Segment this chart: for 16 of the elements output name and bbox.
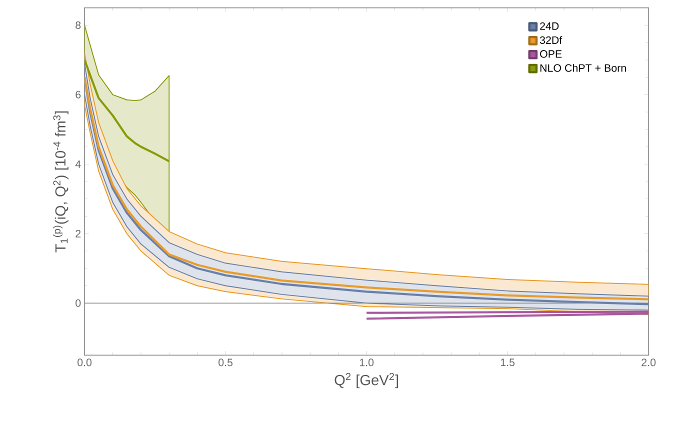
legend-label: NLO ChPT + Born	[540, 64, 626, 72]
x-tick-label: 0.0	[78, 358, 92, 366]
legend-label: OPE	[540, 50, 562, 58]
y-tick-label: 8	[76, 22, 81, 30]
y-tick-label: 0	[76, 300, 81, 308]
legend-label: 24D	[540, 22, 559, 30]
x-tick-label: 1.5	[500, 358, 515, 366]
y-tick-label: 2	[76, 230, 81, 238]
legend-label: 32Df	[540, 36, 562, 44]
y-tick-label: 6	[76, 91, 81, 99]
x-tick-label: 1.0	[360, 358, 374, 366]
x-axis-title: Q$^{2}$ [GeV$^{2}$]	[334, 373, 398, 388]
y-tick-label: 4	[75, 160, 81, 168]
x-tick-label: 0.5	[218, 358, 233, 366]
text: T$_{1}$$^{(p)}$(iQ, Q$^{2}$) [10$^{-4}$ fm$^{3}$]	[52, 112, 68, 253]
x-tick-label: 2.0	[642, 358, 656, 366]
